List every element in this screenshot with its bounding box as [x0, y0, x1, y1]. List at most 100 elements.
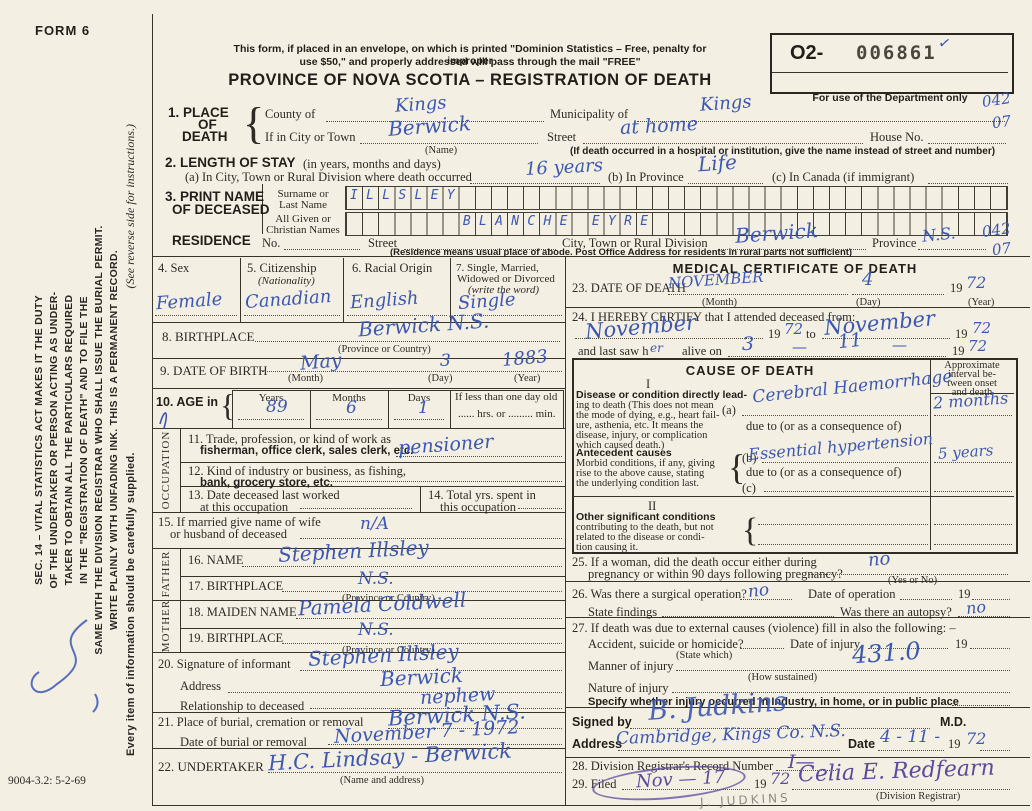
dotted-line	[668, 294, 848, 295]
street-value: at home	[619, 112, 699, 140]
dotted-line	[928, 143, 1006, 144]
other-cond-text4: tion causing it.	[576, 542, 639, 553]
racial-origin-value: English	[349, 287, 420, 314]
birth-day-value: 3	[440, 351, 451, 371]
dotted-line	[934, 524, 1012, 525]
rule	[310, 390, 311, 428]
s15-label2: or husband of deceased	[170, 527, 287, 541]
part-ii-label: II	[648, 499, 657, 513]
printed-19: 19	[948, 737, 961, 751]
rule	[574, 496, 1014, 497]
due-to-label: due to (or as a consequence of)	[746, 465, 902, 479]
form-title: PROVINCE OF NOVA SCOTIA – REGISTRATION O…	[228, 71, 712, 89]
residence-no-label: No.	[262, 236, 281, 250]
rule	[565, 617, 1030, 618]
years-label: Years	[258, 392, 284, 404]
manner-label: Manner of injury	[588, 659, 674, 673]
father-name-value: Stephen Illsley	[277, 535, 430, 567]
street-label: Street	[547, 130, 577, 144]
dotted-line	[622, 789, 750, 790]
rule	[565, 581, 1030, 582]
dotted-line	[360, 143, 538, 144]
serial-box	[770, 33, 1014, 94]
s6-label: 6. Racial Origin	[352, 261, 433, 275]
less-than-day-label: If less than one day old	[455, 391, 558, 403]
mother-maiden-value: Pamela Coldwell	[297, 587, 467, 621]
dotted-line	[970, 648, 1010, 649]
age-months-value: 6	[346, 398, 357, 418]
dotted-line	[618, 750, 840, 751]
rule	[180, 576, 565, 577]
dotted-line	[728, 356, 946, 357]
dotted-line	[742, 415, 928, 416]
dept-code: 07	[990, 238, 1013, 260]
dotted-line	[672, 692, 1010, 693]
hospital-note: (If death occurred in a hospital or inst…	[570, 146, 996, 157]
rule	[930, 393, 1014, 394]
rule	[152, 652, 565, 653]
s22-sublabel: (Name and address)	[340, 775, 424, 786]
last-saw-day: 3	[742, 333, 755, 355]
dash: —	[792, 338, 807, 356]
dotted-line	[470, 183, 600, 184]
md-label: M.D.	[940, 715, 967, 729]
dotted-line	[244, 315, 340, 316]
s2c-label: (c) In Canada (if immigrant)	[772, 170, 915, 184]
cause-a-label: (a)	[722, 403, 736, 417]
sidebar-reverse-note: (See reverse side for instructions.)	[123, 124, 137, 289]
dept-code: 042	[980, 89, 1012, 111]
dotted-line	[228, 692, 562, 693]
s9-day-sub: (Day)	[428, 373, 453, 384]
spouse-value: n/A	[360, 514, 389, 534]
dotted-line	[300, 508, 412, 509]
s4-label: 4. Sex	[158, 261, 190, 275]
disease-text5: disease, injury, or complication	[576, 430, 708, 441]
signed-date-value: 4 - 11 -	[880, 727, 941, 747]
division-registrar-sub: (Division Registrar)	[876, 791, 961, 802]
printed-19: 19	[950, 281, 963, 295]
surname-value: ILLSLEY	[350, 188, 463, 203]
given-name-value: BLANCHE EYRE	[350, 214, 657, 229]
signed-year-value: 72	[966, 729, 987, 748]
residence-city-label: City, Town or Rural Division	[562, 236, 708, 250]
s7-label1: 7. Single, Married,	[456, 262, 539, 274]
dotted-line	[762, 462, 928, 463]
disease-text6: which caused death.)	[576, 440, 665, 451]
rule	[343, 258, 344, 322]
mother-strip-rule	[180, 600, 181, 652]
s19-sublabel: (Province or Country)	[342, 645, 435, 656]
interval-column-rule	[930, 358, 931, 550]
interval-header3: tween onset	[947, 378, 997, 389]
filed-year-value: 72	[770, 769, 791, 788]
state-findings-label: State findings	[588, 605, 658, 619]
last-saw-label2: alive on	[682, 344, 722, 358]
rule	[180, 462, 565, 463]
age-years-value: 89	[266, 397, 288, 417]
mother-strip-label: MOTHER	[160, 599, 172, 653]
disease-text2: ing to death (This does not mean	[576, 400, 714, 411]
father-strip-rule	[180, 548, 181, 600]
dotted-line	[316, 419, 382, 420]
last-saw-fill: er	[650, 341, 663, 355]
rule	[565, 707, 1030, 708]
rule	[152, 322, 565, 323]
house-no-label: House No.	[870, 130, 924, 144]
signed-by-label: Signed by	[572, 715, 632, 729]
s21-label: 21. Place of burial, cremation or remova…	[158, 715, 364, 729]
s2-sublabel: (in years, months and days)	[303, 157, 441, 171]
dash: —	[892, 336, 907, 354]
accident-label: Accident, suicide or homicide?	[588, 637, 744, 651]
residence-prov-label: Province	[872, 236, 917, 250]
s12-label1: 12. Kind of industry or business, as fis…	[188, 464, 407, 478]
dotted-line	[688, 183, 763, 184]
dotted-line	[282, 643, 562, 644]
part-i-label: I	[646, 377, 651, 391]
dotted-line	[808, 574, 1008, 575]
occupation-strip-label: OCCUPATION	[160, 430, 172, 510]
dotted-line	[792, 789, 1010, 790]
bottom-rule	[152, 805, 1030, 806]
autopsy-value: no	[965, 597, 987, 618]
municipality-value: Kings	[699, 91, 753, 116]
rule	[152, 388, 565, 389]
disease-text4: ure, asthenia, etc. It means the	[576, 420, 704, 431]
